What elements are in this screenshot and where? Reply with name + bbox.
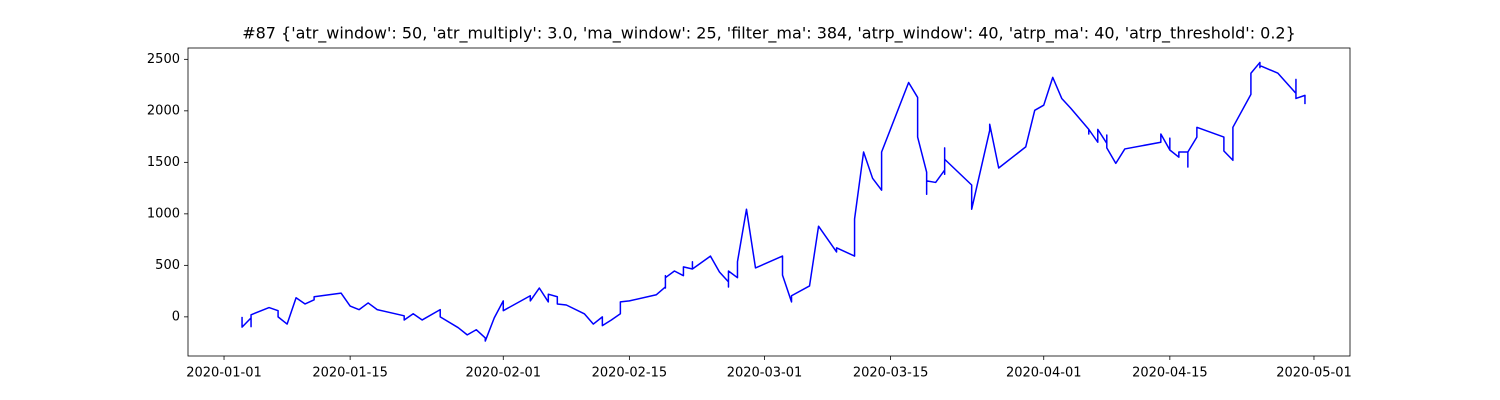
x-tick-label: 2020-05-01 (1276, 366, 1352, 381)
y-tick-label: 2000 (147, 103, 180, 118)
y-tick-label: 1500 (147, 155, 180, 170)
x-tick-label: 2020-01-01 (186, 366, 262, 381)
y-tick-label: 2500 (147, 52, 180, 67)
x-tick-label: 2020-01-15 (312, 366, 388, 381)
data-line (241, 61, 1306, 342)
x-tick-label: 2020-04-01 (1006, 366, 1082, 381)
x-tick-label: 2020-03-15 (853, 366, 929, 381)
y-tick-label: 1000 (147, 206, 180, 221)
x-tick-label: 2020-02-15 (592, 366, 668, 381)
x-tick-label: 2020-02-01 (465, 366, 541, 381)
chart-title: #87 {'atr_window': 50, 'atr_multiply': 3… (242, 24, 1296, 44)
x-tick-label: 2020-04-15 (1132, 366, 1208, 381)
y-tick-label: 500 (155, 258, 180, 273)
y-tick-label: 0 (172, 309, 180, 324)
x-tick-label: 2020-03-01 (727, 366, 803, 381)
plot-frame (187, 47, 1351, 357)
